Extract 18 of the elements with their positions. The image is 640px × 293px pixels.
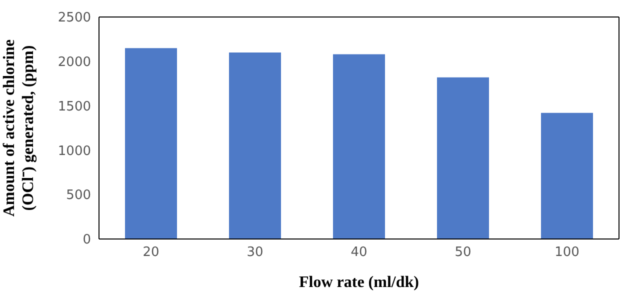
bar [541,112,593,239]
bar [125,48,177,239]
y-tick-label: 0 [82,232,91,248]
y-tick-label: 2000 [58,55,91,70]
y-tick-label: 2500 [58,10,91,26]
x-tick-label: 50 [454,245,472,260]
y-tick-label: 500 [66,188,91,204]
bar [437,77,489,239]
x-tick-label: 40 [350,245,368,260]
x-tick-label: 20 [142,245,160,260]
x-tick-label: 30 [246,245,264,260]
x-axis-title: Flow rate (ml/dk) [299,274,419,291]
y-tick-label: 1500 [58,99,91,114]
bar [229,52,281,239]
x-tick-label: 100 [554,245,580,260]
y-tick-label: 1000 [58,144,91,159]
bar [333,54,385,239]
y-axis-title: Amount of active chlorine (OCl⁻) generated, (ppm) [1,39,37,217]
